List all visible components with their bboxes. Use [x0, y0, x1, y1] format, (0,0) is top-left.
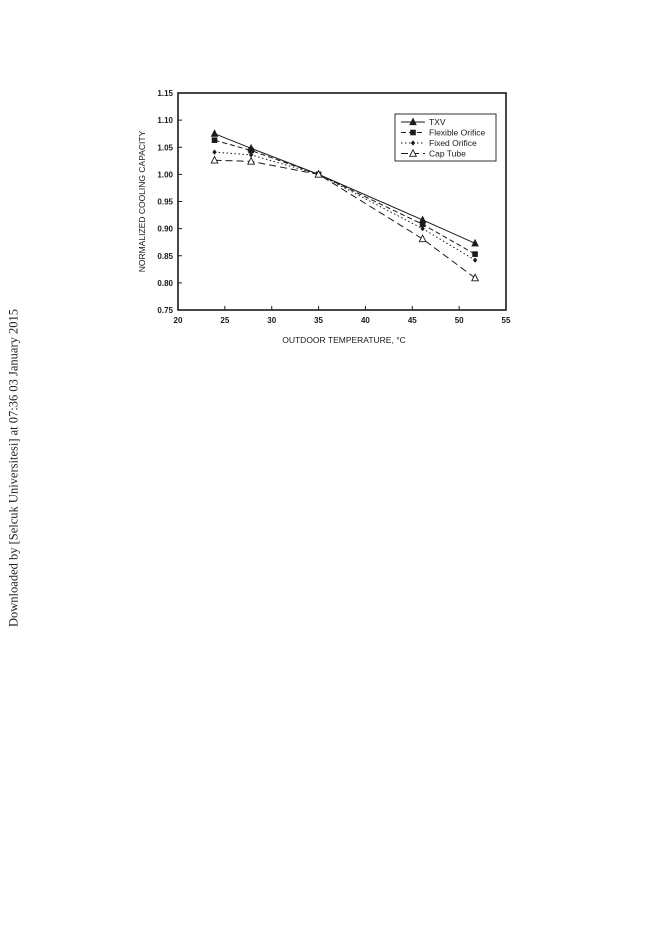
plot-area: 0.75 0.80 0.85 0.90 0.95 1.00 1.05 1.10 1.15 20 25…	[137, 89, 511, 345]
x-tick-label: 30	[267, 316, 276, 325]
series-1-point	[419, 221, 426, 228]
x-tick-label: 40	[361, 316, 370, 325]
series-1-point	[472, 251, 478, 257]
series-line-3	[214, 159, 476, 279]
series-1-point	[248, 147, 254, 154]
legend-marker-0	[409, 117, 417, 126]
series-0-point	[210, 129, 219, 137]
series-3-point	[471, 273, 480, 282]
y-tick-label: 1.00	[157, 170, 173, 179]
y-tick-label: 1.10	[157, 116, 173, 125]
y-tick-label: 0.95	[157, 198, 173, 207]
series-3-point	[210, 155, 219, 164]
y-tick-label: 0.85	[157, 252, 173, 261]
legend-marker-2	[410, 140, 416, 146]
x-tick-label: 50	[455, 316, 464, 325]
y-tick-label: 0.80	[157, 279, 173, 288]
legend-marker-3	[408, 148, 418, 157]
x-tick-label: 25	[220, 316, 229, 325]
x-tick-label: 55	[502, 316, 511, 325]
y-tick-label: 0.90	[157, 225, 173, 234]
legend-label: TXV	[429, 117, 446, 127]
y-tick-label: 0.75	[157, 306, 173, 315]
legend-marker-1	[410, 129, 416, 136]
legend-label: Cap Tube	[429, 149, 466, 159]
series-3-point	[247, 156, 256, 165]
x-axis-title: OUTDOOR TEMPERATURE, °C	[282, 335, 406, 345]
series-2-point	[420, 226, 425, 232]
series-1-point	[211, 137, 218, 143]
series-2-point	[248, 152, 254, 158]
series-line-2	[214, 151, 476, 261]
x-tick-label: 35	[314, 316, 323, 325]
y-tick-label: 1.15	[157, 89, 173, 98]
series-3-point	[418, 234, 427, 243]
legend-label: Flexible Orifice	[429, 128, 485, 138]
legend-label: Fixed Orifice	[429, 138, 477, 148]
series-line-1	[214, 139, 476, 255]
series-3-point	[314, 169, 323, 178]
y-tick-label: 1.05	[157, 143, 173, 152]
x-tick-label: 45	[408, 316, 417, 325]
x-tick-label: 20	[174, 316, 183, 325]
y-axis-title: NORMALIZED COOLING CAPACITY	[137, 130, 147, 272]
series-0-point	[471, 238, 479, 247]
series-2-point	[212, 149, 217, 155]
series-2-point	[472, 257, 478, 263]
